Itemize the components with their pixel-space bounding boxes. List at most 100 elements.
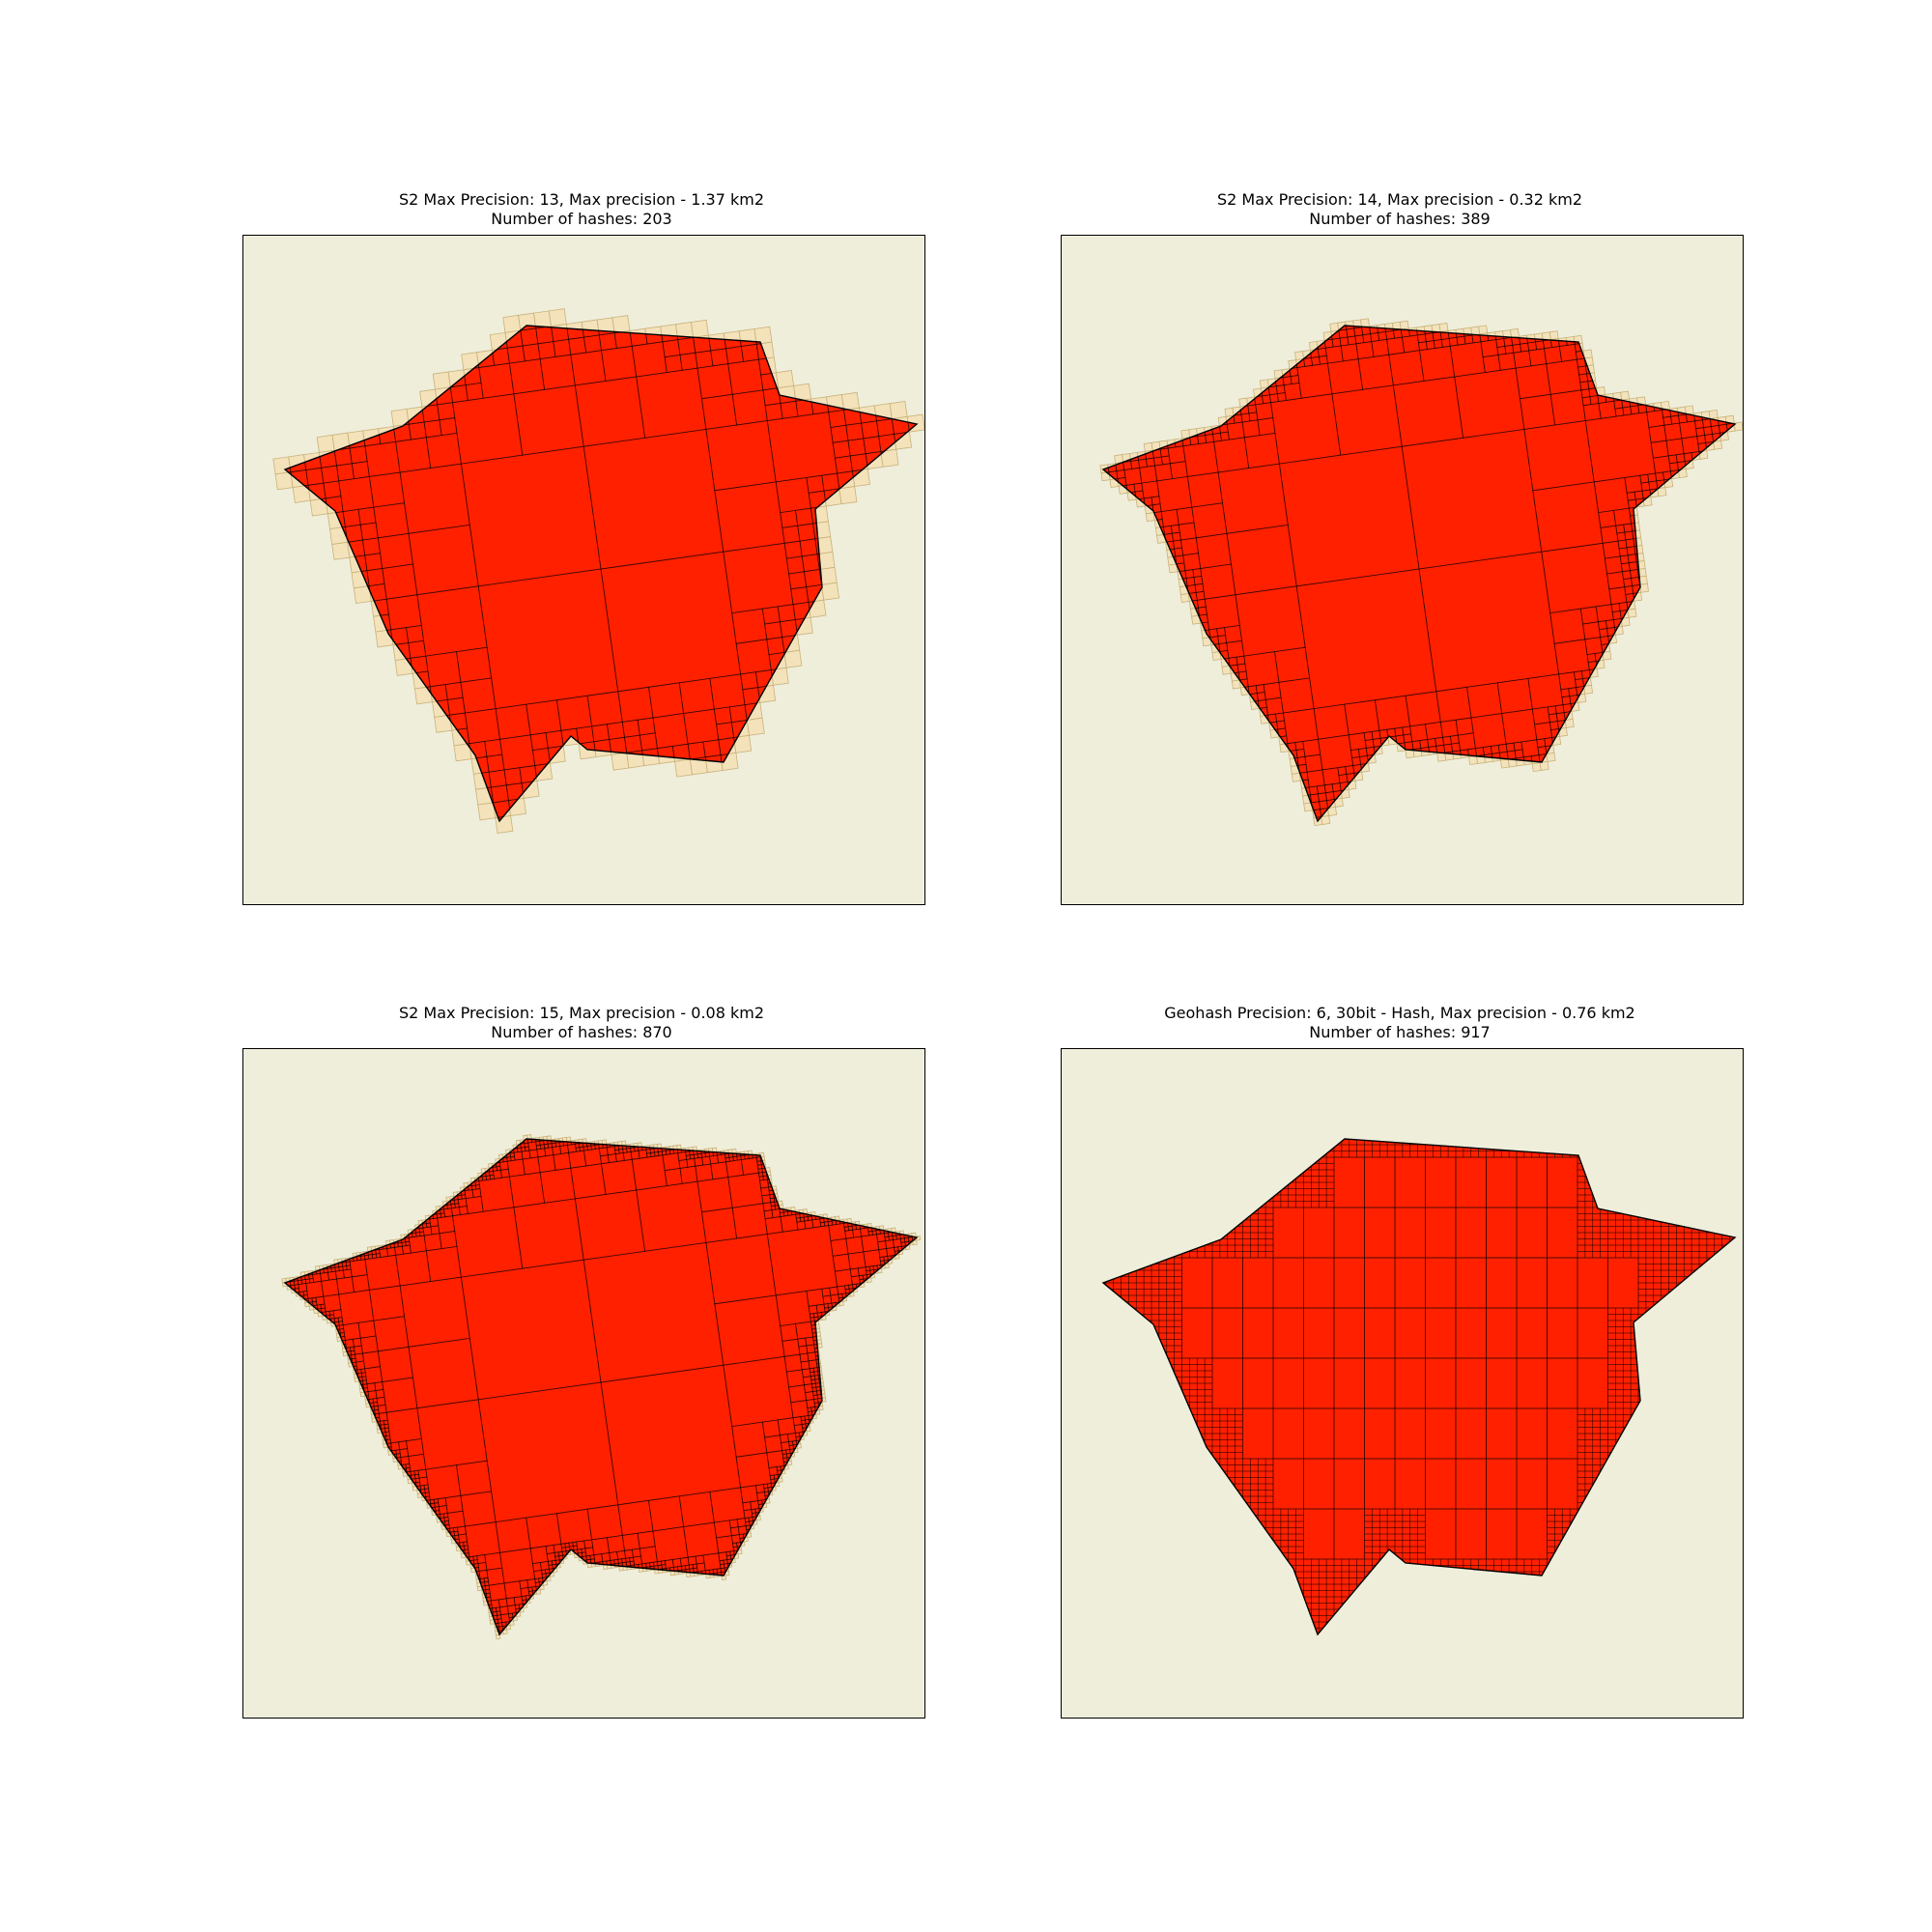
hash-cell — [1280, 1603, 1290, 1610]
hash-cell — [1219, 1477, 1229, 1485]
hash-cell — [1295, 1621, 1304, 1629]
hash-cell — [1219, 1156, 1229, 1164]
hash-cell — [1219, 1515, 1229, 1522]
hash-cell — [1295, 1596, 1304, 1604]
hash-cell — [1334, 1107, 1342, 1114]
hash-cell — [1296, 1107, 1304, 1114]
hash-cell — [1304, 1132, 1312, 1139]
hash-cell — [1128, 1219, 1137, 1227]
hash-cell — [1242, 1546, 1251, 1553]
hash-cell — [1272, 1590, 1282, 1598]
hash-cell — [1158, 1226, 1168, 1234]
hash-cell — [1174, 1420, 1182, 1428]
hash-cell — [1135, 1257, 1145, 1264]
hash-cell — [1227, 1546, 1236, 1553]
hash-cell — [1181, 1502, 1190, 1510]
hash-cell — [1196, 1452, 1206, 1460]
hash-cell — [1121, 1345, 1129, 1352]
hash-cell — [1289, 1132, 1296, 1139]
hash-cell — [1438, 323, 1449, 332]
hash-cell — [1311, 1647, 1319, 1654]
hash-cell — [1379, 1114, 1387, 1121]
hash-cell — [1219, 1176, 1229, 1183]
hash-cell — [1350, 1641, 1357, 1648]
hash-cell — [1365, 1641, 1373, 1648]
hash-cell — [1227, 1490, 1236, 1497]
hash-cell — [1103, 1238, 1107, 1246]
hash-cell — [1448, 1132, 1456, 1139]
hash-cell — [1342, 1114, 1350, 1121]
hash-cell — [1151, 1439, 1160, 1447]
hash-cell — [1341, 1615, 1350, 1623]
polygon-outline — [1101, 325, 1737, 823]
hash-cell — [1174, 1395, 1182, 1403]
hash-cell — [1250, 1577, 1259, 1585]
hash-cell — [1326, 1654, 1334, 1661]
hash-cell — [1280, 1590, 1290, 1598]
hash-cell — [1121, 1357, 1129, 1365]
hash-cell — [1409, 1603, 1418, 1610]
hash-cell — [1135, 1207, 1145, 1214]
hash-cell — [1349, 1615, 1357, 1623]
hash-cell — [1364, 1603, 1373, 1610]
hash-cell — [1365, 1114, 1373, 1121]
hash-cell — [1289, 1641, 1296, 1648]
hash-cell — [1304, 1120, 1312, 1126]
hash-cell — [1181, 1452, 1190, 1460]
hash-cell — [1135, 1244, 1145, 1252]
hash-cell — [1410, 1107, 1418, 1114]
hash-cell — [1456, 1114, 1463, 1121]
hash-cell — [1181, 1207, 1190, 1214]
hash-cell — [1379, 1126, 1387, 1133]
hash-cell — [1174, 1452, 1182, 1460]
hash-cell — [1281, 1132, 1289, 1139]
hash-cell — [1113, 1232, 1122, 1239]
hash-cell — [1219, 1502, 1229, 1510]
hash-cell — [1402, 1571, 1411, 1578]
hash-cell — [1128, 1377, 1137, 1384]
hash-cell — [1135, 1213, 1145, 1221]
hash-cell — [1356, 1590, 1365, 1598]
hash-cell — [1091, 1327, 1098, 1334]
hash-cell — [1327, 806, 1338, 816]
hash-cell — [1143, 1232, 1152, 1239]
hash-cell — [1143, 1339, 1152, 1347]
hash-cell — [1166, 1377, 1175, 1384]
hash-cell — [1356, 1628, 1365, 1634]
hash-cell — [1235, 1156, 1243, 1164]
hash-cell — [1677, 469, 1688, 479]
hash-cell — [1273, 1120, 1281, 1126]
hash-cell — [1372, 1132, 1379, 1139]
hash-cell — [1333, 797, 1344, 808]
hash-cell — [1447, 1596, 1457, 1604]
hash-cell — [1227, 1213, 1236, 1221]
hash-cell — [1235, 1515, 1243, 1522]
hash-cell — [1113, 1264, 1122, 1271]
hash-cell — [889, 401, 908, 420]
hash-cell — [1113, 1320, 1122, 1327]
hash-cell — [1364, 1621, 1373, 1629]
hash-cell — [1242, 1207, 1251, 1214]
hash-cell — [895, 1254, 900, 1260]
hash-cell — [1311, 1641, 1319, 1648]
hash-cell — [1272, 1565, 1282, 1573]
hash-cell — [1242, 1603, 1251, 1610]
hash-cell — [1166, 1226, 1175, 1234]
hash-cell — [1402, 1583, 1411, 1591]
hash-cell — [1409, 1571, 1418, 1578]
hash-cell — [912, 1239, 918, 1246]
hash-cell — [1204, 1458, 1213, 1465]
hash-cell — [1456, 1132, 1463, 1139]
hash-cell — [1151, 1377, 1160, 1384]
hash-cell — [1387, 1634, 1395, 1641]
hash-cell — [1288, 1621, 1296, 1629]
hash-cell — [1151, 1219, 1160, 1227]
hash-cell — [1264, 1565, 1274, 1573]
hash-cell — [1272, 1615, 1282, 1623]
hash-cell — [1158, 1357, 1168, 1365]
hash-cell — [1174, 1226, 1182, 1234]
hash-cell — [1311, 1132, 1319, 1139]
hash-cell — [1325, 1628, 1335, 1634]
hash-cell — [1350, 1647, 1357, 1654]
hash-cell — [1379, 1641, 1387, 1648]
